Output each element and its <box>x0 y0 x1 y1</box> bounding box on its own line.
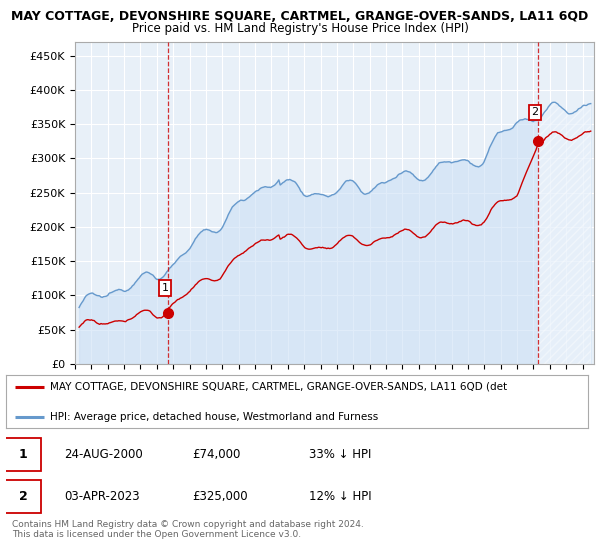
Text: 1: 1 <box>161 283 169 293</box>
Text: 2: 2 <box>19 489 27 503</box>
Text: MAY COTTAGE, DEVONSHIRE SQUARE, CARTMEL, GRANGE-OVER-SANDS, LA11 6QD: MAY COTTAGE, DEVONSHIRE SQUARE, CARTMEL,… <box>11 10 589 23</box>
Text: 1: 1 <box>19 448 27 461</box>
Text: Price paid vs. HM Land Registry's House Price Index (HPI): Price paid vs. HM Land Registry's House … <box>131 22 469 35</box>
Text: 2: 2 <box>532 108 539 118</box>
Text: £325,000: £325,000 <box>192 489 248 503</box>
Text: Contains HM Land Registry data © Crown copyright and database right 2024.
This d: Contains HM Land Registry data © Crown c… <box>12 520 364 539</box>
Text: 33% ↓ HPI: 33% ↓ HPI <box>308 448 371 461</box>
Text: 03-APR-2023: 03-APR-2023 <box>64 489 140 503</box>
Text: 24-AUG-2000: 24-AUG-2000 <box>64 448 143 461</box>
FancyBboxPatch shape <box>5 479 41 513</box>
Text: 12% ↓ HPI: 12% ↓ HPI <box>308 489 371 503</box>
FancyBboxPatch shape <box>5 438 41 472</box>
Text: MAY COTTAGE, DEVONSHIRE SQUARE, CARTMEL, GRANGE-OVER-SANDS, LA11 6QD (det: MAY COTTAGE, DEVONSHIRE SQUARE, CARTMEL,… <box>50 382 507 392</box>
Text: HPI: Average price, detached house, Westmorland and Furness: HPI: Average price, detached house, West… <box>50 412 378 422</box>
Text: £74,000: £74,000 <box>192 448 241 461</box>
